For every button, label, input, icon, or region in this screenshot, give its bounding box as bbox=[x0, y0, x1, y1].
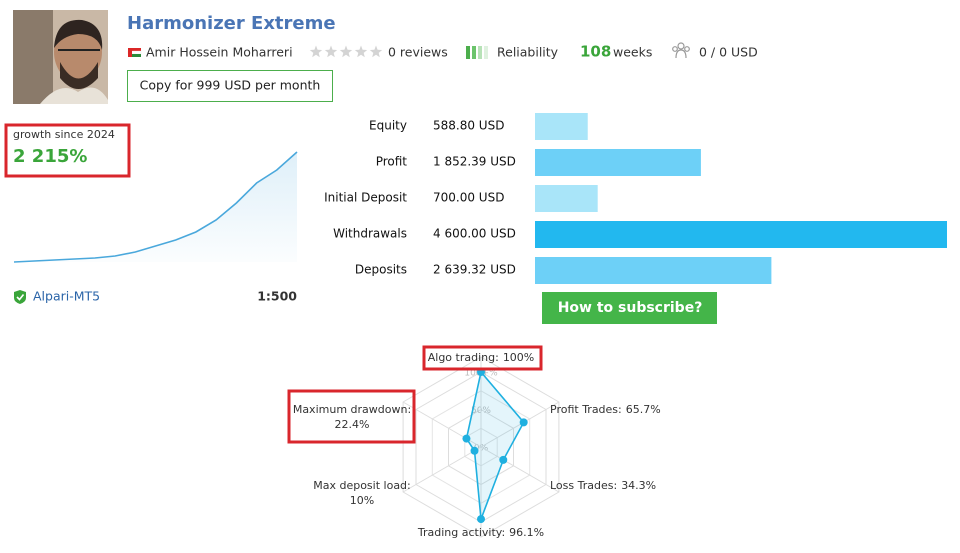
weeks-label: weeks bbox=[613, 45, 652, 60]
radar-axis-label: Trading activity: 96.1% bbox=[417, 526, 544, 539]
radar-axis-value: 10% bbox=[350, 494, 374, 507]
balance-value: 588.80 USD bbox=[433, 119, 504, 133]
radar-axis-name: Max deposit load: bbox=[313, 479, 411, 492]
reviews[interactable]: 0 reviews bbox=[388, 45, 448, 60]
subscribe-button[interactable] bbox=[542, 292, 717, 324]
radar-point bbox=[462, 434, 471, 443]
leverage: 1:500 bbox=[257, 289, 297, 304]
balance-label: Profit bbox=[376, 155, 408, 169]
weeks-value: 108 bbox=[580, 43, 611, 61]
radar-axis-value: 96.1% bbox=[509, 526, 544, 539]
radar-axis-value: 100% bbox=[503, 351, 534, 364]
growth-label: growth since 2024 bbox=[13, 128, 115, 141]
radar-axis-label: Algo trading: 100% bbox=[428, 351, 535, 364]
star bbox=[369, 45, 383, 58]
radar-chart: 100+%50%0%Algo trading:100%Profit Trades… bbox=[293, 351, 661, 539]
highlight-box bbox=[287, 389, 416, 444]
verified-icon bbox=[14, 290, 26, 304]
balance-label: Equity bbox=[369, 119, 407, 133]
reliability: Reliability bbox=[497, 45, 559, 60]
avatar bbox=[13, 10, 108, 104]
highlight-box bbox=[4, 123, 131, 178]
star bbox=[324, 45, 338, 58]
radar-axis-label: Loss Trades: 34.3% bbox=[550, 479, 656, 492]
radar-axis-name: Algo trading: bbox=[428, 351, 499, 364]
subscribe-button-label[interactable]: How to subscribe? bbox=[558, 300, 703, 316]
radar-axis-value: 22.4% bbox=[335, 418, 370, 431]
radar-axis-name: Loss Trades: bbox=[550, 479, 617, 492]
balance-label: Initial Deposit bbox=[324, 191, 407, 205]
balances: Equity 588.80 USD Profit 1 852.39 USD Initia… bbox=[324, 113, 947, 284]
radar-axis-name: Profit Trades: bbox=[550, 403, 622, 416]
radar-axis-name: Trading activity: bbox=[417, 526, 505, 539]
balance-value: 4 600.00 USD bbox=[433, 227, 516, 241]
highlight-box bbox=[422, 345, 543, 371]
flag bbox=[127, 48, 142, 57]
radar-spoke bbox=[480, 401, 560, 448]
subscribers: 0 / 0 USD bbox=[699, 45, 758, 60]
balance-value: 2 639.32 USD bbox=[433, 263, 516, 277]
star bbox=[339, 45, 353, 58]
balance-bar bbox=[535, 113, 588, 140]
copy-button[interactable] bbox=[127, 70, 333, 102]
radar-point bbox=[519, 418, 528, 427]
balance-bar bbox=[535, 149, 701, 176]
growth-line bbox=[13, 151, 298, 263]
copy-button-label[interactable]: Copy for 999 USD per month bbox=[140, 78, 321, 93]
reliability-icon bbox=[466, 46, 488, 59]
growth-area bbox=[14, 152, 297, 262]
radar-point bbox=[470, 446, 479, 455]
balance-value: 1 852.39 USD bbox=[433, 155, 516, 169]
balance-bar bbox=[535, 257, 772, 284]
balance-bar bbox=[535, 185, 598, 212]
author[interactable]: Amir Hossein Moharreri bbox=[146, 45, 293, 60]
radar-spoke bbox=[402, 446, 482, 493]
growth-value: 2 215% bbox=[13, 146, 87, 167]
radar-point bbox=[477, 515, 485, 524]
radar-axis-name: Maximum drawdown: bbox=[293, 403, 411, 416]
radar-spoke bbox=[480, 446, 560, 493]
balance-label: Deposits bbox=[355, 263, 407, 277]
radar-axis-value: 65.7% bbox=[626, 403, 661, 416]
balance-value: 700.00 USD bbox=[433, 191, 504, 205]
radar-point bbox=[499, 455, 508, 464]
star bbox=[354, 45, 368, 58]
balance-bar bbox=[535, 221, 947, 248]
subscribers-icon bbox=[672, 42, 690, 59]
radar-axis-label: Profit Trades: 65.7% bbox=[550, 403, 661, 416]
star bbox=[309, 45, 323, 58]
signal-title[interactable]: Harmonizer Extreme bbox=[127, 13, 336, 34]
rating-stars bbox=[309, 45, 383, 58]
broker[interactable]: Alpari-MT5 bbox=[33, 289, 100, 304]
balance-label: Withdrawals bbox=[333, 227, 407, 241]
radar-axis-value: 34.3% bbox=[621, 479, 656, 492]
growth-chart bbox=[13, 151, 298, 263]
